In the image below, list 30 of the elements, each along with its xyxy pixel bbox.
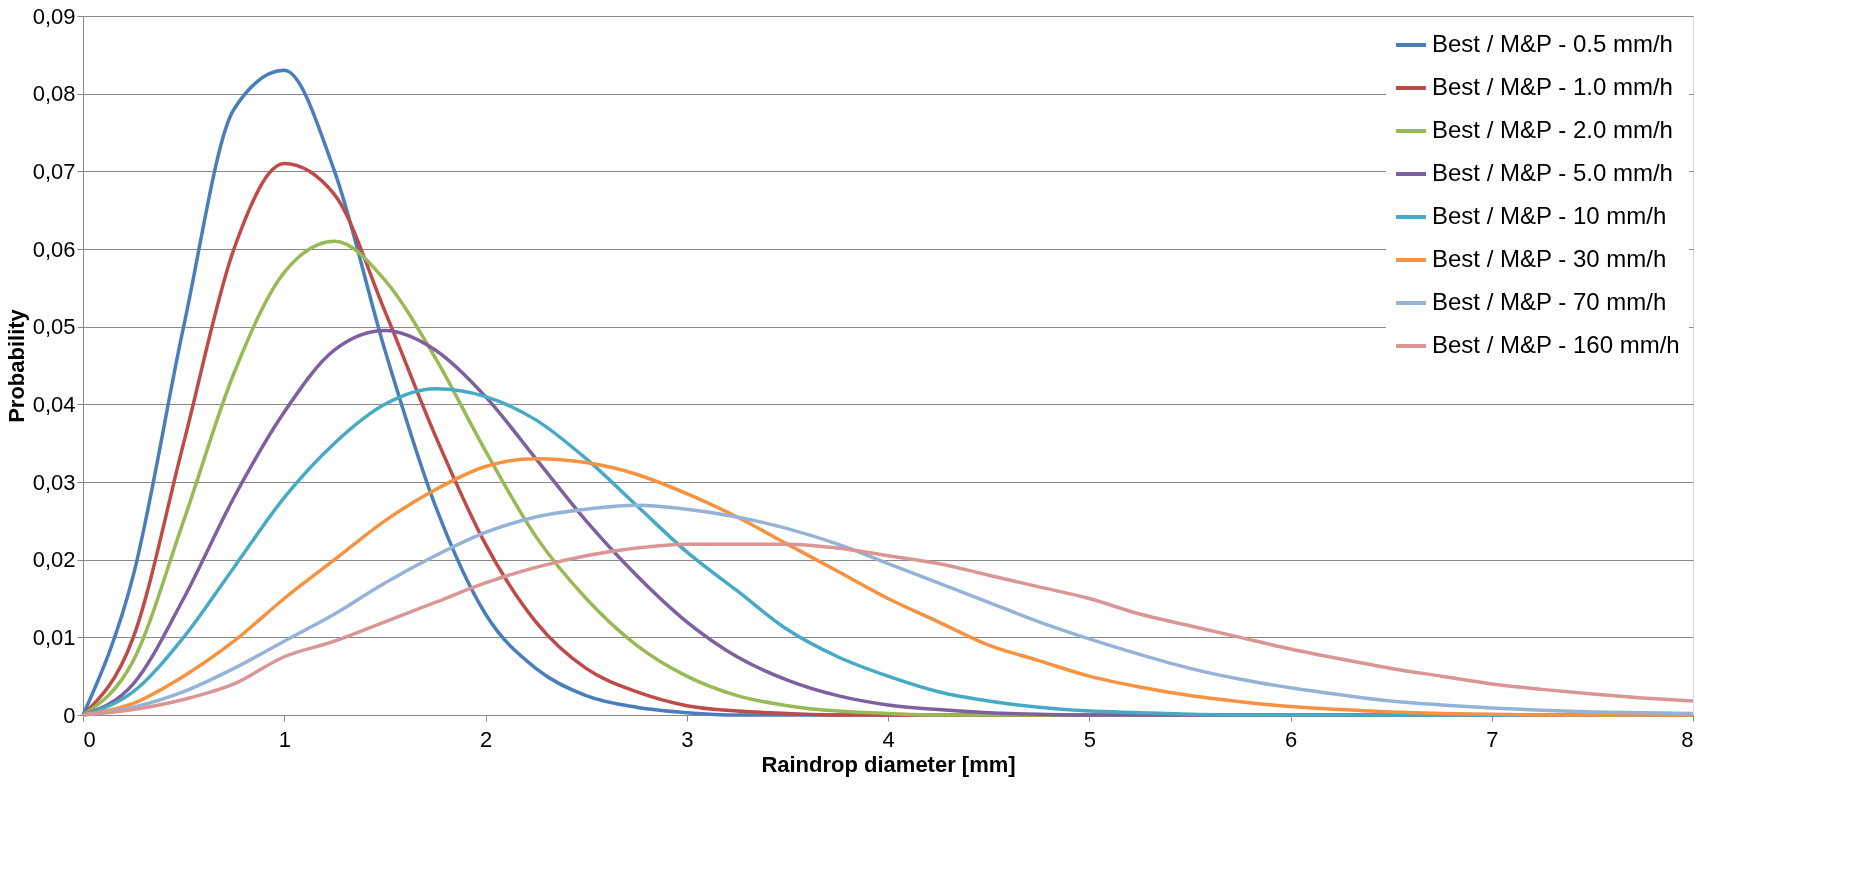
legend-label: Best / M&P - 70 mm/h [1432, 288, 1667, 315]
x-tick-label: 8 [1681, 726, 1694, 752]
y-tick-label: 0,07 [32, 158, 76, 184]
y-tick-label: 0 [63, 702, 76, 728]
legend-label: Best / M&P - 0.5 mm/h [1432, 30, 1673, 57]
y-tick-label: 0,08 [32, 81, 76, 107]
x-tick-label: 6 [1284, 726, 1298, 752]
x-tick-label: 3 [681, 726, 694, 752]
y-tick-label: 0,03 [32, 469, 76, 495]
x-tick-label: 7 [1486, 726, 1499, 752]
y-axis-title: Probability [3, 308, 29, 423]
y-tick-label: 0,02 [32, 547, 76, 573]
legend-label: Best / M&P - 30 mm/h [1432, 245, 1667, 272]
legend-label: Best / M&P - 160 mm/h [1432, 331, 1680, 358]
legend-label: Best / M&P - 2.0 mm/h [1432, 116, 1673, 143]
y-tick-label: 0,04 [32, 391, 76, 417]
line-series [81, 542, 1695, 717]
x-tick-label: 1 [278, 726, 291, 752]
legend-label: Best / M&P - 10 mm/h [1432, 202, 1667, 229]
x-tick-label: 0 [83, 726, 96, 752]
legend-label: Best / M&P - 5.0 mm/h [1432, 159, 1673, 186]
y-tick-label: 0,09 [32, 3, 76, 29]
y-tick-label: 0,06 [32, 236, 76, 262]
y-tick-label: 0,01 [32, 624, 76, 650]
x-axis-title: Raindrop diameter [mm] [761, 751, 1016, 777]
x-tick-label: 4 [882, 726, 895, 752]
x-tick-label: 2 [479, 726, 493, 752]
y-tick-label: 0,05 [32, 314, 76, 340]
x-tick-label: 5 [1083, 726, 1096, 752]
legend-label: Best / M&P - 1.0 mm/h [1432, 73, 1673, 100]
